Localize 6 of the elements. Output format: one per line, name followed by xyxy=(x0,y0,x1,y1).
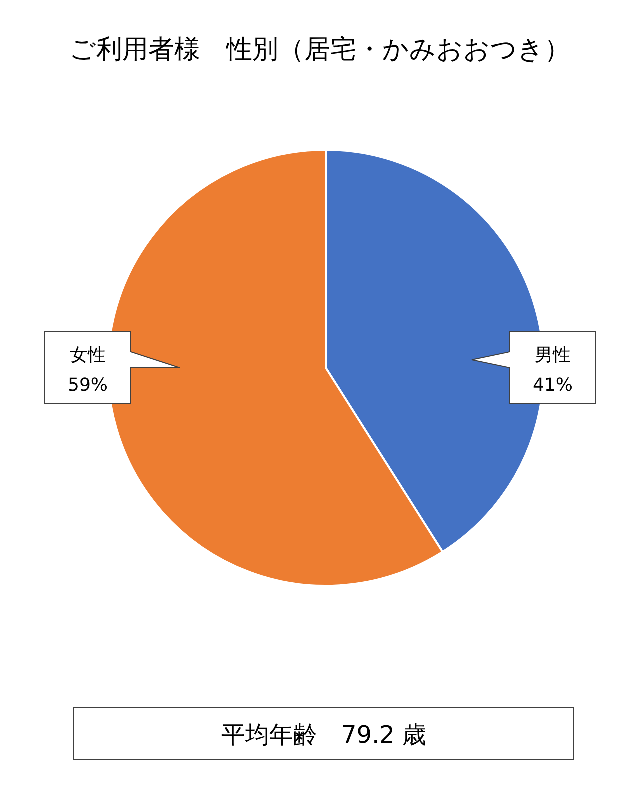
data-label: 59% xyxy=(68,375,108,396)
slice-label: 女性 xyxy=(70,345,106,366)
data-label: 41% xyxy=(532,375,574,396)
slice-label: 男性 xyxy=(535,345,571,366)
chart-title: ご利用者様 性別（居宅・かみおおつき） xyxy=(70,35,570,65)
text: 平均年齢 79.2 歳 xyxy=(221,721,427,749)
